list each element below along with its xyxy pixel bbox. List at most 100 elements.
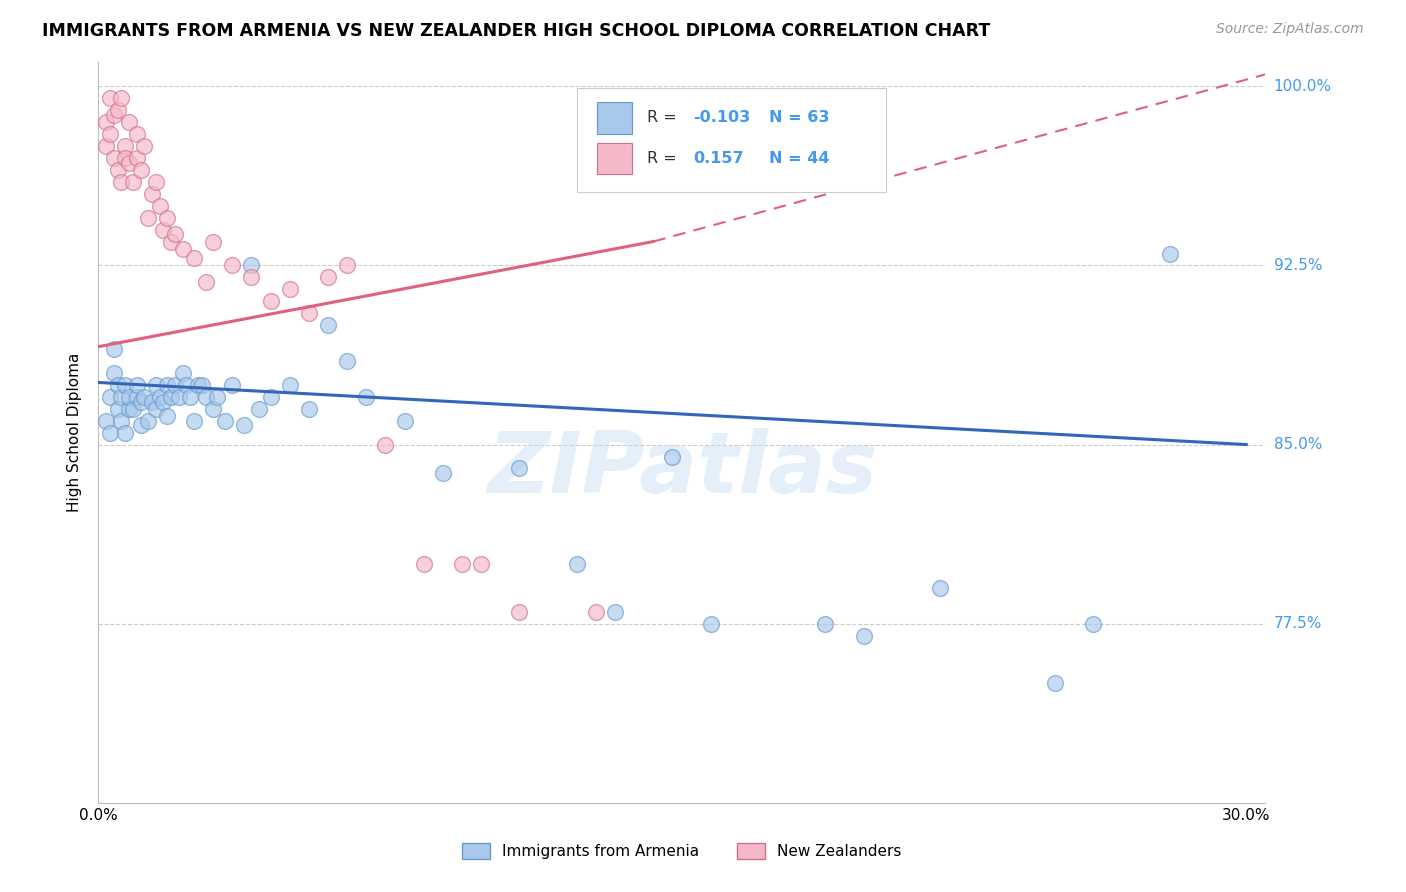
Point (205, 390, 228, 404)
Point (183, 414, 205, 428)
Point (451, 557, 474, 571)
Point (125, 151, 148, 165)
Point (160, 390, 183, 404)
Point (232, 418, 254, 433)
Point (94, 139, 117, 153)
Point (247, 401, 270, 416)
Point (152, 222, 174, 236)
Point (134, 139, 156, 153)
Point (118, 115, 141, 129)
FancyBboxPatch shape (596, 103, 631, 134)
Point (259, 294, 281, 309)
Point (412, 557, 434, 571)
Point (145, 175, 167, 189)
Point (107, 162, 129, 177)
Point (107, 103, 129, 118)
Point (316, 318, 339, 333)
Text: 85.0%: 85.0% (1274, 437, 1322, 452)
Text: 0.157: 0.157 (693, 151, 744, 166)
Text: R =: R = (647, 111, 682, 126)
Point (699, 616, 721, 631)
Point (163, 377, 186, 392)
Point (136, 211, 159, 225)
Point (603, 605, 626, 619)
Point (172, 366, 194, 380)
Point (141, 394, 163, 409)
Point (103, 342, 125, 356)
Point (156, 409, 179, 423)
Point (354, 390, 377, 404)
Point (1043, 676, 1066, 690)
Legend: Immigrants from Armenia, New Zealanders: Immigrants from Armenia, New Zealanders (456, 838, 908, 865)
Point (152, 394, 174, 409)
Point (94, 115, 117, 129)
Text: 77.5%: 77.5% (1274, 616, 1322, 632)
Point (298, 401, 321, 416)
Text: IMMIGRANTS FROM ARMENIA VS NEW ZEALANDER HIGH SCHOOL DIPLOMA CORRELATION CHART: IMMIGRANTS FROM ARMENIA VS NEW ZEALANDER… (42, 22, 990, 40)
Point (118, 401, 141, 416)
Point (194, 275, 217, 289)
Text: -0.103: -0.103 (693, 111, 751, 126)
Point (149, 390, 172, 404)
Point (110, 91, 132, 105)
Point (98, 425, 121, 440)
Point (149, 199, 172, 213)
Point (129, 162, 152, 177)
Point (163, 227, 186, 242)
Point (202, 235, 225, 249)
Point (929, 581, 952, 595)
Point (134, 390, 156, 404)
Point (107, 401, 129, 416)
Point (259, 390, 281, 404)
Point (103, 108, 125, 122)
Point (172, 242, 194, 256)
Point (183, 252, 205, 266)
Point (98, 390, 121, 404)
Point (508, 461, 530, 475)
Point (585, 605, 607, 619)
Point (214, 414, 236, 428)
Point (98, 91, 121, 105)
Point (118, 390, 141, 404)
FancyBboxPatch shape (576, 88, 886, 192)
Point (129, 418, 152, 433)
Point (110, 175, 132, 189)
Point (394, 414, 416, 428)
Point (156, 377, 179, 392)
Point (187, 377, 209, 392)
Text: ZIPatlas: ZIPatlas (486, 428, 877, 511)
FancyBboxPatch shape (596, 143, 631, 174)
Y-axis label: High School Diploma: High School Diploma (67, 353, 83, 512)
Point (179, 390, 201, 404)
Point (316, 270, 339, 285)
Text: Source: ZipAtlas.com: Source: ZipAtlas.com (1216, 22, 1364, 37)
Text: 92.5%: 92.5% (1274, 258, 1322, 273)
Point (98, 127, 121, 141)
Point (508, 605, 530, 619)
Point (121, 175, 143, 189)
Point (129, 394, 152, 409)
Point (114, 425, 136, 440)
Text: N = 44: N = 44 (769, 151, 830, 166)
Point (114, 139, 136, 153)
Point (336, 259, 359, 273)
Point (125, 390, 148, 404)
Point (221, 259, 243, 273)
Point (167, 390, 190, 404)
Point (202, 401, 225, 416)
Point (194, 390, 217, 404)
Point (176, 377, 198, 392)
Point (114, 377, 136, 392)
Point (141, 186, 163, 201)
Point (136, 414, 159, 428)
Point (145, 401, 167, 416)
Point (336, 354, 359, 368)
Point (103, 151, 125, 165)
Point (156, 211, 179, 225)
Text: 100.0%: 100.0% (1274, 78, 1331, 94)
Point (432, 467, 454, 481)
Point (121, 401, 143, 416)
Point (1083, 616, 1105, 631)
Point (160, 235, 183, 249)
Point (852, 629, 875, 643)
